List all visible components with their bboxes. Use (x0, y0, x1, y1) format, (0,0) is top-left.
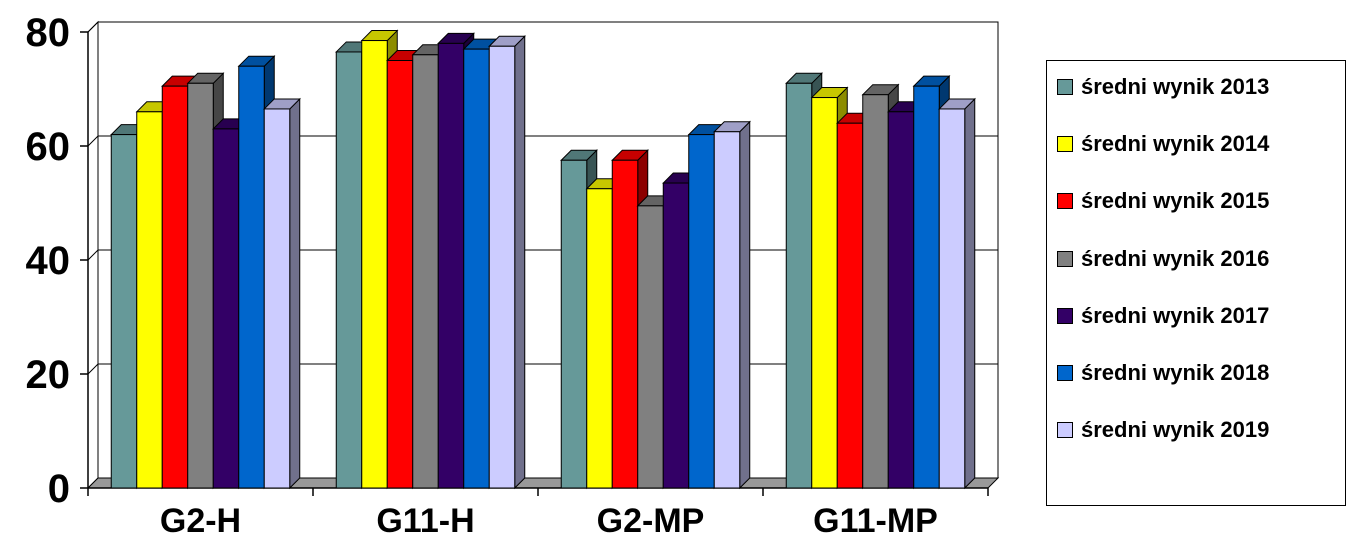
y-tick-label: 60 (26, 125, 71, 169)
legend-swatch (1057, 250, 1073, 267)
legend-label: średni wynik 2017 (1081, 302, 1270, 328)
x-tick-label: G11-MP (813, 502, 938, 540)
y-tick-label: 20 (26, 353, 71, 397)
x-tick-label: G11-H (376, 502, 474, 540)
gridline (87, 21, 998, 33)
legend-item: średni wynik 2017 (1057, 302, 1269, 330)
y-tick-label: 80 (26, 11, 71, 55)
y-axis-tick-labels: 0 20 40 60 80 (26, 11, 71, 511)
legend-swatch (1057, 365, 1073, 381)
y-tick-label: 0 (48, 467, 70, 511)
legend-swatch (1057, 79, 1073, 95)
bar (488, 35, 526, 490)
x-tick-label: G2-H (160, 502, 241, 540)
legend: średni wynik 2013 średni wynik 2014 średni… (1046, 60, 1346, 506)
legend-item: średni wynik 2018 (1057, 359, 1269, 387)
legend-label: średni wynik 2014 (1081, 131, 1270, 157)
legend-label: średni wynik 2013 (1081, 74, 1270, 99)
x-axis-tick-labels: G2-H G11-H G2-MP G11-MP (160, 502, 938, 540)
legend-swatch (1057, 193, 1073, 210)
bar (938, 97, 976, 490)
legend-item: średni wynik 2015 (1057, 187, 1269, 215)
legend-label: średni wynik 2016 (1081, 245, 1270, 271)
x-tick-label: G2-MP (597, 502, 705, 540)
y-tick-label: 40 (26, 239, 71, 283)
bars (110, 29, 976, 490)
bar (263, 97, 301, 490)
legend-swatch (1057, 307, 1073, 324)
bar (713, 120, 751, 490)
bar-chart: 0 20 40 60 80 G2-H G11-H G2-MP G11-MP (26, 11, 1000, 540)
legend-label: średni wynik 2019 (1081, 417, 1270, 443)
legend-label: średni wynik 2018 (1081, 360, 1270, 385)
legend-label: średni wynik 2015 (1081, 188, 1270, 214)
legend-item: średni wynik 2019 (1057, 416, 1269, 444)
legend-item: średni wynik 2013 (1057, 73, 1269, 101)
legend-swatch (1057, 422, 1073, 439)
legend-swatch (1057, 136, 1073, 153)
legend-item: średni wynik 2014 (1057, 130, 1269, 158)
legend-item: średni wynik 2016 (1057, 245, 1269, 273)
